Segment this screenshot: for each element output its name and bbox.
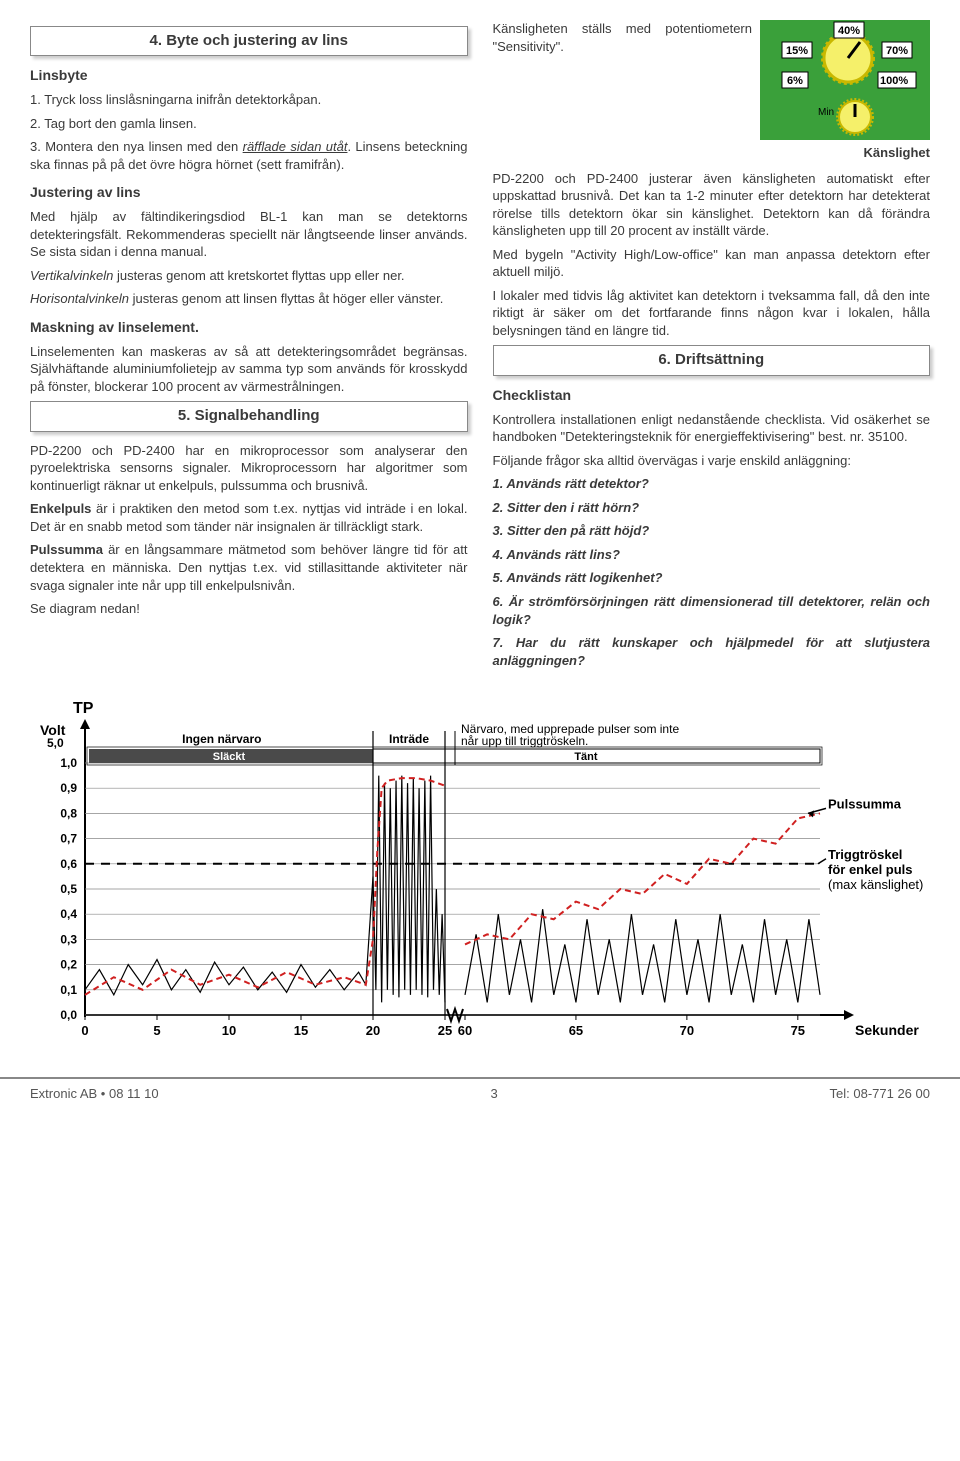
svg-text:70%: 70% (886, 45, 908, 57)
list-item: 3. Montera den nya linsen med den räffla… (30, 138, 468, 173)
footer-right: Tel: 08-771 26 00 (830, 1085, 930, 1103)
svg-text:6%: 6% (787, 75, 803, 87)
svg-text:Ingen närvaro: Ingen närvaro (182, 732, 261, 746)
svg-text:0,8: 0,8 (60, 807, 77, 821)
two-column-layout: 4. Byte och justering av lins Linsbyte 1… (30, 20, 930, 675)
svg-text:0,4: 0,4 (60, 907, 77, 921)
svg-text:40%: 40% (838, 25, 860, 37)
linsbyte-title: Linsbyte (30, 66, 468, 85)
svg-text:0,3: 0,3 (60, 933, 77, 947)
q6: 6. Är strömförsörjningen rätt dimensione… (493, 593, 931, 628)
chart-svg: TPVolt5,01,00,90,80,70,60,50,40,30,20,10… (30, 695, 930, 1055)
justering-p2: Vertikalvinkeln justeras genom att krets… (30, 267, 468, 285)
svg-text:för enkel puls: för enkel puls (828, 862, 913, 877)
q3: 3. Sitter den på rätt höjd? (493, 522, 931, 540)
q5: 5. Används rätt logikenhet? (493, 569, 931, 587)
svg-text:Pulssumma: Pulssumma (828, 797, 902, 812)
s5-p1: PD-2200 och PD-2400 har en mikroprocesso… (30, 442, 468, 495)
svg-text:(max känslighet): (max känslighet) (828, 877, 923, 892)
section5-heading: 5. Signalbehandling (30, 401, 468, 431)
list-item: 2. Tag bort den gamla linsen. (30, 115, 468, 133)
svg-text:Släckt: Släckt (213, 751, 246, 763)
q7: 7. Har du rätt kunskaper och hjälpmedel … (493, 634, 931, 669)
q2: 2. Sitter den i rätt hörn? (493, 499, 931, 517)
svg-text:60: 60 (458, 1023, 472, 1038)
list-item: 1. Tryck loss linslåsningarna inifrån de… (30, 91, 468, 109)
svg-text:0,7: 0,7 (60, 832, 77, 846)
svg-text:100%: 100% (880, 75, 908, 87)
check-p2: Följande frågor ska alltid övervägas i v… (493, 452, 931, 470)
svg-text:0,5: 0,5 (60, 882, 77, 896)
svg-text:Tänt: Tänt (574, 751, 598, 763)
svg-text:65: 65 (569, 1023, 583, 1038)
page: 4. Byte och justering av lins Linsbyte 1… (0, 0, 960, 1065)
svg-text:5: 5 (153, 1023, 160, 1038)
maskning-title: Maskning av linselement. (30, 318, 468, 337)
justering-p1: Med hjälp av fältindikeringsdiod BL-1 ka… (30, 208, 468, 261)
kanslighet-label: Känslighet (493, 144, 931, 162)
svg-text:Triggtröskel: Triggtröskel (828, 847, 902, 862)
s5-p4: Se diagram nedan! (30, 600, 468, 618)
svg-text:15: 15 (294, 1023, 308, 1038)
svg-text:70: 70 (680, 1023, 694, 1038)
section6-heading: 6. Driftsättning (493, 345, 931, 375)
svg-text:0,0: 0,0 (60, 1008, 77, 1022)
svg-text:0: 0 (81, 1023, 88, 1038)
linsbyte-list: 1. Tryck loss linslåsningarna inifrån de… (30, 91, 468, 173)
q4: 4. Används rätt lins? (493, 546, 931, 564)
svg-text:10: 10 (222, 1023, 236, 1038)
svg-text:Inträde: Inträde (389, 732, 429, 746)
sens-p3: I lokaler med tidvis låg aktivitet kan d… (493, 287, 931, 340)
page-footer: Extronic AB • 08 11 10 3 Tel: 08-771 26 … (0, 1077, 960, 1113)
svg-text:0,9: 0,9 (60, 781, 77, 795)
dial-svg: Min 15% 40% 70% 6% 100% (760, 20, 930, 140)
maskning-p1: Linselementen kan maskeras av så att det… (30, 343, 468, 396)
sensitivity-text: Känsligheten ställs med potentiometern "… (493, 20, 753, 55)
svg-text:75: 75 (791, 1023, 805, 1038)
left-column: 4. Byte och justering av lins Linsbyte 1… (30, 20, 468, 675)
check-title: Checklistan (493, 386, 931, 405)
svg-text:TP: TP (73, 700, 94, 717)
sensitivity-row: Känsligheten ställs med potentiometern "… (493, 20, 931, 140)
svg-text:Sekunder: Sekunder (855, 1022, 919, 1038)
svg-text:0,6: 0,6 (60, 857, 77, 871)
min-label: Min (818, 107, 834, 118)
check-p1: Kontrollera installationen enligt nedans… (493, 411, 931, 446)
section4-heading: 4. Byte och justering av lins (30, 26, 468, 56)
signal-chart: TPVolt5,01,00,90,80,70,60,50,40,30,20,10… (30, 695, 930, 1055)
justering-title: Justering av lins (30, 183, 468, 202)
right-column: Känsligheten ställs med potentiometern "… (493, 20, 931, 675)
svg-text:0,1: 0,1 (60, 983, 77, 997)
s5-p2: Enkelpuls är i praktiken den metod som t… (30, 500, 468, 535)
svg-text:når upp till triggtröskeln.: når upp till triggtröskeln. (461, 734, 588, 748)
justering-p3: Horisontalvinkeln justeras genom att lin… (30, 290, 468, 308)
sens-p1: PD-2200 och PD-2400 justerar även känsli… (493, 170, 931, 240)
svg-text:5,0: 5,0 (47, 736, 64, 750)
svg-text:1,0: 1,0 (60, 756, 77, 770)
footer-center: 3 (490, 1085, 497, 1103)
svg-text:15%: 15% (786, 45, 808, 57)
sensitivity-dial: Min 15% 40% 70% 6% 100% (760, 20, 930, 140)
svg-text:25: 25 (438, 1023, 452, 1038)
s5-p3: Pulssumma är en långsammare mätmetod som… (30, 541, 468, 594)
sens-p2: Med bygeln "Activity High/Low-office" ka… (493, 246, 931, 281)
svg-text:0,2: 0,2 (60, 958, 77, 972)
footer-left: Extronic AB • 08 11 10 (30, 1085, 159, 1103)
q1: 1. Används rätt detektor? (493, 475, 931, 493)
svg-text:20: 20 (366, 1023, 380, 1038)
